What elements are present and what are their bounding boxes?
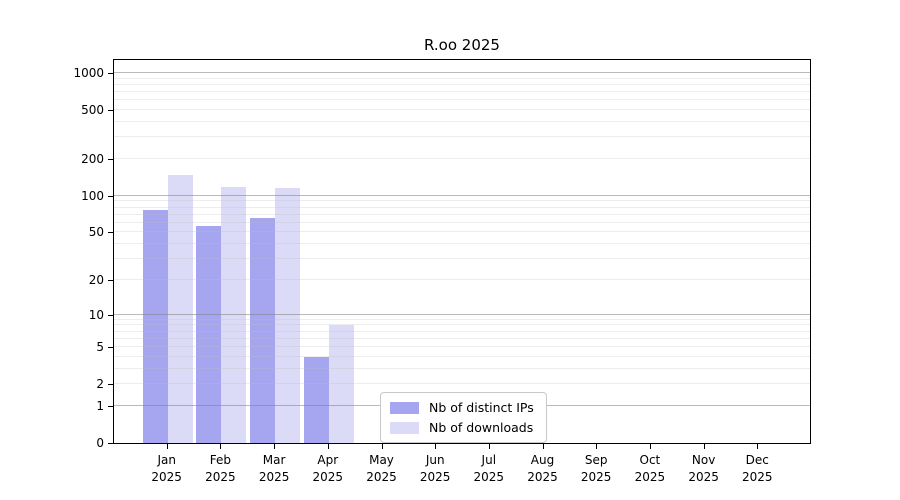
x-tick-sep <box>596 444 598 449</box>
y-tick-5 <box>108 347 113 348</box>
gridline-40 <box>114 243 810 245</box>
y-tick-label-20: 20 <box>88 272 104 287</box>
x-tick-jan <box>166 444 168 449</box>
bar-apr-downloads <box>328 325 354 443</box>
gridline-500 <box>114 109 810 110</box>
x-tick-label-jun: Jun 2025 <box>419 453 451 484</box>
y-tick-100 <box>108 195 113 197</box>
gridline-50 <box>114 231 810 233</box>
x-tick-label-may: May 2025 <box>366 453 397 484</box>
x-tick-mar <box>274 444 276 449</box>
x-tick-oct <box>649 444 651 449</box>
gridline-300 <box>114 136 810 138</box>
x-tick-label-nov: Nov 2025 <box>688 453 719 484</box>
x-tick-nov <box>703 444 705 449</box>
chart-legend: Nb of distinct IPs Nb of downloads <box>380 392 547 443</box>
y-tick-label-2: 2 <box>96 377 104 392</box>
gridline-9 <box>114 318 810 320</box>
bar-mar-downloads <box>275 188 301 443</box>
plot-area: Nb of distinct IPs Nb of downloads <box>113 59 811 444</box>
gridline-60 <box>114 221 810 223</box>
gridline-900 <box>114 77 810 79</box>
chart-title: R.oo 2025 <box>424 36 500 54</box>
x-tick-dec <box>757 444 759 449</box>
bar-apr-distinct-ips <box>303 356 329 443</box>
y-tick-1000 <box>108 72 113 74</box>
y-tick-label-1: 1 <box>96 398 104 413</box>
gridline-2 <box>114 383 810 385</box>
y-tick-label-1000: 1000 <box>73 65 104 80</box>
gridline-90 <box>114 200 810 202</box>
gridline-7 <box>114 330 810 332</box>
y-tick-label-50: 50 <box>88 225 104 240</box>
x-tick-may <box>381 444 383 449</box>
gridline-6 <box>114 337 810 339</box>
bar-feb-downloads <box>221 187 247 443</box>
gridline-200 <box>114 157 810 159</box>
x-tick-label-sep: Sep 2025 <box>580 453 612 484</box>
legend-swatch-downloads <box>390 421 419 434</box>
legend-label-downloads: Nb of downloads <box>429 420 534 435</box>
gridline-600 <box>114 99 810 101</box>
gridline-400 <box>114 120 810 122</box>
x-tick-feb <box>220 444 222 449</box>
y-tick-label-0: 0 <box>96 436 104 450</box>
x-tick-aug <box>542 444 544 449</box>
y-tick-1 <box>108 405 113 407</box>
y-tick-label-10: 10 <box>88 307 104 322</box>
x-tick-jul <box>488 444 490 449</box>
legend-label-distinct-ips: Nb of distinct IPs <box>429 400 534 415</box>
y-tick-10 <box>108 314 113 316</box>
y-tick-500 <box>108 109 113 111</box>
x-tick-apr <box>327 444 329 449</box>
y-tick-0 <box>108 443 113 444</box>
y-tick-label-200: 200 <box>81 151 104 166</box>
y-tick-label-100: 100 <box>81 188 104 203</box>
y-tick-20 <box>108 279 113 281</box>
y-tick-200 <box>108 158 113 160</box>
x-tick-label-oct: Oct 2025 <box>634 453 666 484</box>
y-tick-2 <box>108 384 113 386</box>
gridline-700 <box>114 91 810 92</box>
gridline-800 <box>114 83 810 85</box>
gridline-8 <box>114 324 810 326</box>
legend-item-downloads: Nb of downloads <box>390 419 534 436</box>
gridline-5 <box>114 346 810 347</box>
legend-item-distinct-ips: Nb of distinct IPs <box>390 399 534 416</box>
gridline-10 <box>114 313 810 315</box>
x-tick-label-dec: Dec 2025 <box>742 453 773 484</box>
gridline-4 <box>114 355 810 357</box>
gridline-20 <box>114 278 810 280</box>
gridline-100 <box>114 194 810 196</box>
bar-jan-distinct-ips <box>142 210 168 443</box>
gridline-3 <box>114 367 810 369</box>
bar-jan-downloads <box>167 174 193 443</box>
gridline-30 <box>114 258 810 259</box>
x-tick-label-apr: Apr 2025 <box>312 453 344 484</box>
x-tick-label-mar: Mar 2025 <box>258 453 290 484</box>
y-tick-label-500: 500 <box>81 102 104 117</box>
gridline-1000 <box>114 71 810 73</box>
y-tick-label-5: 5 <box>96 340 104 354</box>
x-tick-jun <box>435 444 437 449</box>
gridline-70 <box>114 213 810 215</box>
legend-swatch-distinct-ips <box>390 401 419 414</box>
x-tick-label-feb: Feb 2025 <box>205 453 236 484</box>
y-tick-50 <box>108 232 113 234</box>
x-tick-label-aug: Aug 2025 <box>527 453 558 484</box>
bar-feb-distinct-ips <box>196 225 222 443</box>
x-tick-label-jul: Jul 2025 <box>473 453 505 484</box>
gridline-80 <box>114 206 810 208</box>
x-tick-label-jan: Jan 2025 <box>151 453 182 484</box>
